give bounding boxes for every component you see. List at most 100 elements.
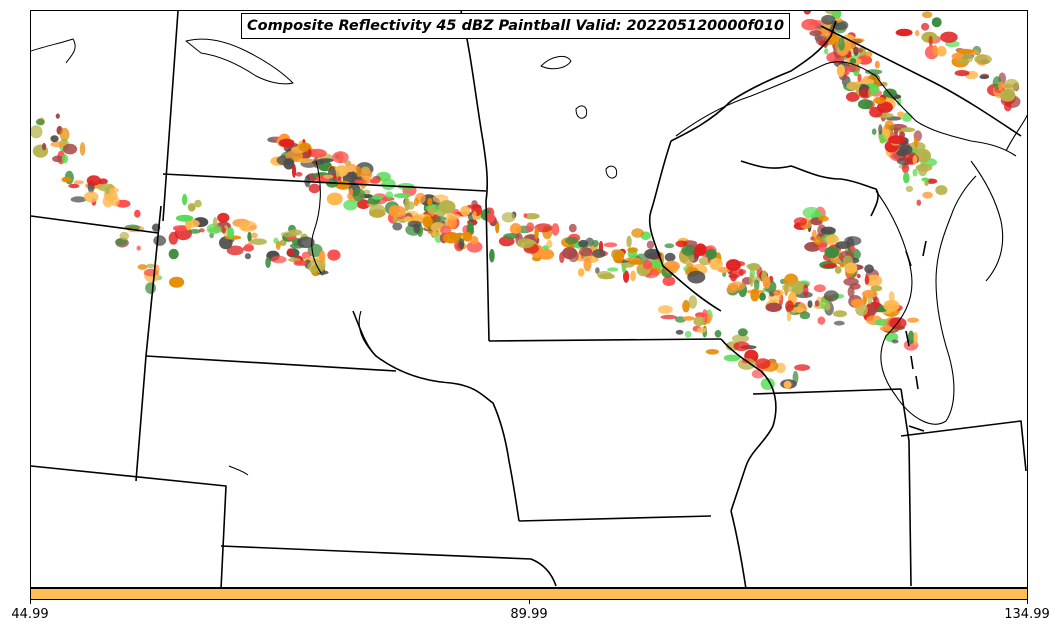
- reflectivity-blob: [895, 28, 913, 37]
- boundary-mn-wi: [648, 140, 722, 312]
- reflectivity-blob: [221, 227, 226, 234]
- reflectivity-blob: [436, 216, 447, 222]
- reflectivity-blob: [86, 175, 101, 186]
- reflectivity-blob: [308, 183, 321, 194]
- reflectivity-blob: [824, 302, 831, 311]
- reflectivity-blob: [817, 316, 826, 325]
- reflectivity-blob: [873, 296, 880, 311]
- reflectivity-blob: [31, 125, 43, 139]
- reflectivity-blob: [814, 300, 820, 307]
- boundary-sd-ne: [145, 355, 397, 372]
- reflectivity-blob: [59, 127, 70, 142]
- reflectivity-blob: [762, 276, 771, 289]
- reflectivity-blob: [583, 257, 592, 272]
- reflectivity-blob: [503, 233, 520, 239]
- reflectivity-blob: [286, 248, 294, 257]
- reflectivity-blob: [217, 212, 230, 223]
- reflectivity-blob: [187, 203, 196, 212]
- reflectivity-blob: [146, 263, 156, 269]
- reflectivity-blob: [696, 327, 707, 333]
- reflectivity-blob: [35, 118, 45, 126]
- reflectivity-blob: [864, 51, 873, 58]
- reflectivity-blob: [323, 174, 334, 179]
- missouri-river: [311, 160, 377, 357]
- reflectivity-blob: [682, 300, 690, 313]
- reflectivity-blob: [307, 259, 326, 274]
- reflectivity-blob: [833, 310, 847, 318]
- reflectivity-blob: [921, 22, 930, 31]
- reflectivity-blob: [626, 235, 632, 248]
- reflectivity-blob: [912, 155, 918, 165]
- reflectivity-blob: [194, 199, 202, 208]
- reflectivity-blob: [438, 200, 456, 214]
- reflectivity-blob: [867, 87, 873, 98]
- lake-outline: [31, 38, 76, 64]
- reflectivity-blob: [753, 279, 760, 291]
- reflectivity-blob: [751, 369, 765, 379]
- reflectivity-blob: [327, 249, 341, 261]
- reflectivity-blob: [356, 166, 362, 178]
- boundary-il-in: [900, 388, 912, 587]
- reflectivity-blob: [687, 270, 706, 284]
- reflectivity-blob: [337, 176, 342, 182]
- reflectivity-blob: [818, 29, 831, 37]
- reflectivity-blob: [843, 277, 859, 286]
- colorbar-tick-label-min: 44.99: [11, 607, 49, 622]
- reflectivity-blob: [856, 273, 861, 279]
- lake-michigan-shore: [875, 175, 977, 425]
- reflectivity-blob: [352, 179, 366, 184]
- reflectivity-blob: [749, 272, 754, 287]
- reflectivity-blob: [705, 248, 717, 260]
- reflectivity-blob: [802, 206, 820, 219]
- reflectivity-blob: [370, 178, 380, 184]
- lake-outline: [575, 105, 588, 119]
- reflectivity-blob: [145, 282, 156, 294]
- reflectivity-blob: [769, 292, 775, 297]
- reflectivity-blob: [489, 248, 495, 263]
- reflectivity-blob: [786, 312, 792, 322]
- reflectivity-blob: [785, 300, 794, 312]
- reflectivity-blob: [860, 78, 875, 85]
- reflectivity-blob: [307, 148, 312, 157]
- map-canvas: [31, 11, 1027, 587]
- reflectivity-blob: [900, 127, 916, 133]
- reflectivity-blob: [360, 169, 373, 181]
- reflectivity-blob: [864, 264, 874, 274]
- reflectivity-blob: [870, 285, 883, 292]
- lake-superior-shore: [675, 61, 1017, 157]
- reflectivity-blob: [442, 231, 460, 244]
- reflectivity-blob: [431, 231, 443, 237]
- reflectivity-blob: [857, 73, 862, 83]
- reflectivity-blob: [810, 236, 815, 241]
- reflectivity-blob: [750, 288, 760, 302]
- reflectivity-blob: [664, 252, 676, 262]
- reflectivity-blob: [83, 191, 99, 203]
- reflectivity-blob: [921, 177, 930, 182]
- reflectivity-blob: [363, 189, 371, 195]
- reflectivity-blob: [251, 232, 258, 239]
- reflectivity-blob: [413, 197, 419, 207]
- colorbar-tick-1: [529, 600, 530, 604]
- boundary-co: [31, 465, 227, 587]
- reflectivity-blob: [833, 320, 845, 326]
- reflectivity-blob: [849, 245, 856, 252]
- boundary-ne-ia: [352, 310, 520, 522]
- reflectivity-blob: [578, 239, 589, 248]
- reflectivity-blob: [523, 213, 528, 218]
- reflectivity-blob: [913, 331, 918, 346]
- reflectivity-blob: [271, 255, 287, 264]
- boundary-ks-ok: [730, 510, 747, 587]
- reflectivity-blob: [631, 228, 644, 238]
- reflectivity-blob: [834, 266, 842, 274]
- reflectivity-blob: [846, 81, 861, 91]
- reflectivity-blob: [818, 215, 829, 222]
- reflectivity-blob: [466, 221, 474, 236]
- colorbar-tick-label-mid: 89.99: [510, 607, 548, 622]
- reflectivity-blob: [250, 238, 267, 245]
- reflectivity-blob: [849, 58, 857, 64]
- reflectivity-blob: [534, 227, 539, 240]
- reflectivity-blob: [630, 270, 636, 282]
- reflectivity-blob: [825, 33, 841, 45]
- reflectivity-blob: [301, 251, 312, 259]
- reflectivity-blob: [612, 250, 625, 264]
